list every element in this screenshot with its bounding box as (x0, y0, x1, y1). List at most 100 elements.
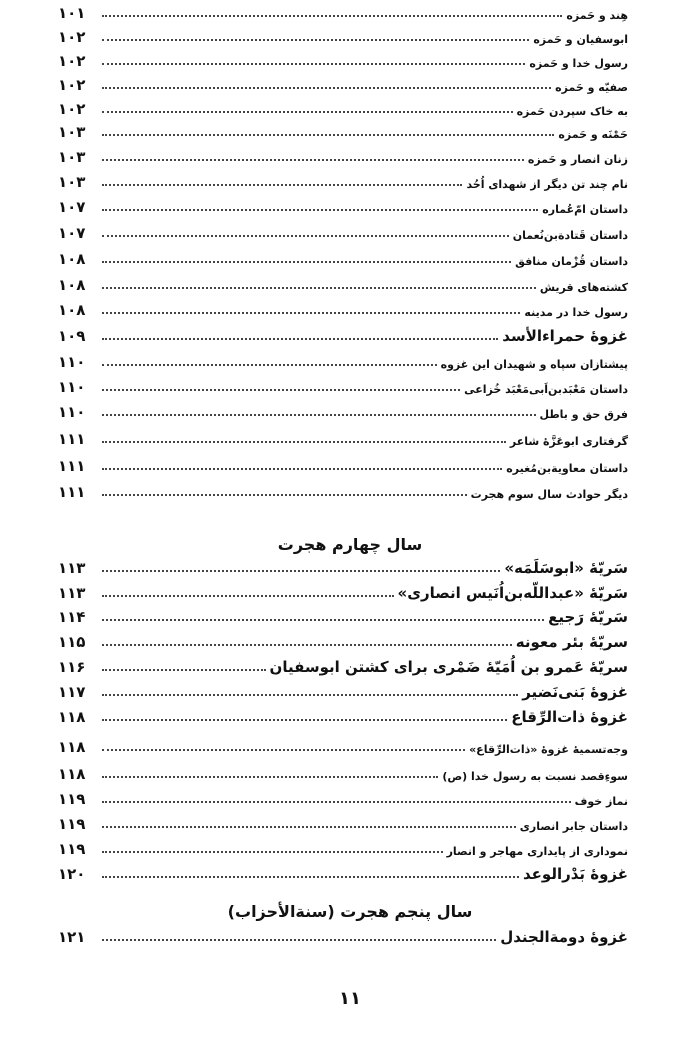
toc-entry-page: ۱۱۸ (58, 708, 86, 726)
dot-leader (102, 338, 499, 340)
toc-entry-title: غزوهٔ ذات‌الرِّقاع (511, 708, 628, 726)
toc-entry-title: داستان قَتادةبن‌نُعمان (512, 229, 628, 242)
toc-entry-title: کشته‌های قریش (539, 281, 628, 294)
toc-entry-title: حَمْنَه و حَمزه (558, 128, 628, 141)
dot-leader (102, 134, 555, 136)
toc-entry: وجه‌تسمیهٔ غزوهٔ «ذات‌الرِّقاع» ۱۱۸ (58, 734, 628, 756)
toc-entry: ابوسفیان و حَمزه ۱۰۲ (58, 24, 628, 46)
toc-entry: رسول خدا در مدینه ۱۰۸ (58, 297, 628, 319)
toc-entry: رسول خدا و حَمزه ۱۰۲ (58, 48, 628, 70)
toc-entry-title: وجه‌تسمیهٔ غزوهٔ «ذات‌الرِّقاع» (469, 743, 628, 756)
toc-entry-title: رسول خدا در مدینه (524, 306, 628, 319)
dot-leader (102, 63, 526, 65)
toc-entry-page: ۱۰۱ (58, 4, 86, 22)
dot-leader (102, 87, 552, 89)
toc-entry-page: ۱۱۸ (58, 765, 86, 783)
dot-leader (102, 669, 266, 671)
toc-entry: غزوهٔ بَدْرالوعد ۱۲۰ (58, 861, 628, 883)
toc-entry-title: سَریّهٔ «عبداللّه‌بن‌اُنَیس انصاری» (397, 584, 628, 602)
toc-entry-title: غزوهٔ بَدْرالوعد (523, 865, 628, 883)
dot-leader (102, 111, 513, 113)
dot-leader (102, 719, 508, 721)
toc-entry-title: زنان انصار و حَمزه (527, 153, 628, 166)
toc-entry-page: ۱۱۳ (58, 559, 86, 577)
toc-entry-page: ۱۱۹ (58, 790, 86, 808)
toc-entry: سَریّهٔ «ابوسَلَمَه» ۱۱۳ (58, 555, 628, 577)
toc-entry-page: ۱۱۱ (58, 483, 86, 501)
toc-entry: حَمْنَه و حَمزه ۱۰۳ (58, 119, 628, 141)
toc-entry-title: نام چند تن دیگر از شهدای اُحُد (466, 178, 628, 191)
toc-entry-page: ۱۰۸ (58, 301, 86, 319)
dot-leader (102, 184, 463, 186)
toc-entry-page: ۱۰۲ (58, 28, 86, 46)
toc-entry-page: ۱۱۴ (58, 608, 86, 626)
toc-entry-page: ۱۰۹ (58, 327, 86, 345)
toc-entry-page: ۱۱۱ (58, 457, 86, 475)
toc-entry-title: داستان جابر انصاری (519, 820, 628, 833)
toc-entry-title: سریّهٔ بئر معونه (515, 633, 628, 651)
dot-leader (102, 876, 519, 878)
dot-leader (102, 364, 437, 366)
toc-entry-page: ۱۱۰ (58, 378, 86, 396)
dot-leader (102, 939, 497, 941)
toc-entry-page: ۱۱۰ (58, 353, 86, 371)
section-heading-year-5: سال پنجم هجرت (سنةالأحزاب) (227, 902, 473, 921)
toc-entry-page: ۱۱۰ (58, 403, 86, 421)
dot-leader (102, 468, 503, 470)
toc-entry-title: گرفتاری ابوعَزَّهٔ شاعر (509, 435, 628, 448)
dot-leader (102, 570, 501, 572)
dot-leader (102, 494, 467, 496)
dot-leader (102, 441, 506, 443)
toc-entry: غزوهٔ حمراءالأسد ۱۰۹ (58, 323, 628, 345)
toc-entry: زنان انصار و حَمزه ۱۰۳ (58, 144, 628, 166)
toc-entry: غزوهٔ بَنی‌نَضیر ۱۱۷ (58, 679, 628, 701)
dot-leader (102, 749, 466, 751)
toc-entry-page: ۱۲۱ (58, 928, 86, 946)
toc-entry-page: ۱۰۷ (58, 224, 86, 242)
toc-entry: غزوهٔ دومةالجندل ۱۲۱ (58, 924, 628, 946)
toc-entry-page: ۱۰۸ (58, 250, 86, 268)
toc-entry-page: ۱۱۱ (58, 430, 86, 448)
toc-entry-page: ۱۰۲ (58, 76, 86, 94)
toc-entry-title: داستان امّ‌عُماره (542, 203, 628, 216)
dot-leader (102, 287, 536, 289)
toc-entry-title: رسول خدا و حَمزه (529, 57, 628, 70)
dot-leader (102, 209, 539, 211)
toc-entry: به خاک سپردن حَمزه ۱۰۲ (58, 96, 628, 118)
dot-leader (102, 694, 519, 696)
toc-entry: نموداری از پایداری مهاجر و انصار ۱۱۹ (58, 836, 628, 858)
toc-entry: داستان جابر انصاری ۱۱۹ (58, 811, 628, 833)
toc-entry-page: ۱۰۳ (58, 148, 86, 166)
toc-entry-page: ۱۱۸ (58, 738, 86, 756)
dot-leader (102, 644, 512, 646)
toc-entry-title: غزوهٔ بَنی‌نَضیر (522, 683, 628, 701)
toc-entry-title: ابوسفیان و حَمزه (533, 33, 628, 46)
dot-leader (102, 826, 516, 828)
dot-leader (102, 801, 571, 803)
dot-leader (102, 15, 563, 17)
toc-entry-page: ۱۱۷ (58, 683, 86, 701)
toc-entry-title: سَریّهٔ «ابوسَلَمَه» (504, 559, 628, 577)
dot-leader (102, 619, 545, 621)
toc-entry: کشته‌های قریش ۱۰۸ (58, 272, 628, 294)
toc-entry: سَریّهٔ «عبداللّه‌بن‌اُنَیس انصاری» ۱۱۳ (58, 580, 628, 602)
toc-entry-page: ۱۰۲ (58, 100, 86, 118)
dot-leader (102, 851, 443, 853)
toc-entry-page: ۱۱۶ (58, 658, 86, 676)
toc-entry-title: سَریّهٔ رَجیع (548, 608, 628, 626)
toc-entry-title: هِند و حَمزه (566, 9, 628, 22)
toc-entry: داستان امّ‌عُماره ۱۰۷ (58, 194, 628, 216)
toc-entry-page: ۱۱۳ (58, 584, 86, 602)
toc-entry-page: ۱۰۷ (58, 198, 86, 216)
page-number: ۱۱ (339, 988, 361, 1009)
toc-entry: فرق حق و باطل ۱۱۰ (58, 399, 628, 421)
toc-entry-page: ۱۰۲ (58, 52, 86, 70)
toc-entry-page: ۱۰۳ (58, 123, 86, 141)
toc-entry: نام چند تن دیگر از شهدای اُحُد ۱۰۳ (58, 169, 628, 191)
toc-entry: هِند و حَمزه ۱۰۱ (58, 0, 628, 22)
toc-entry: سریّهٔ بئر معونه ۱۱۵ (58, 629, 628, 651)
toc-entry: صفیّه و حَمزه ۱۰۲ (58, 72, 628, 94)
toc-entry: داستان قَتادةبن‌نُعمان ۱۰۷ (58, 220, 628, 242)
toc-entry-title: پیشتازان سپاه و شهیدان این غزوه (440, 358, 628, 371)
toc-entry: پیشتازان سپاه و شهیدان این غزوه ۱۱۰ (58, 349, 628, 371)
